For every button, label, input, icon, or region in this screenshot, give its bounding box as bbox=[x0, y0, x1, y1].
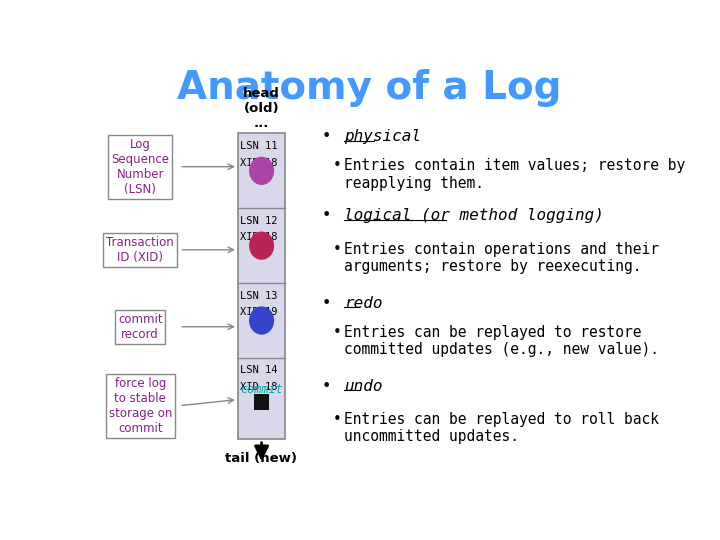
Ellipse shape bbox=[249, 232, 274, 260]
Text: logical (or method logging): logical (or method logging) bbox=[344, 208, 604, 223]
Text: redo: redo bbox=[344, 295, 382, 310]
Text: XID 18: XID 18 bbox=[240, 158, 278, 167]
Text: LSN 13: LSN 13 bbox=[240, 291, 278, 301]
Text: undo: undo bbox=[344, 379, 382, 394]
Text: XID 18: XID 18 bbox=[240, 382, 278, 392]
Text: force log
to stable
storage on
commit: force log to stable storage on commit bbox=[109, 377, 172, 435]
Text: Log
Sequence
Number
(LSN): Log Sequence Number (LSN) bbox=[111, 138, 169, 195]
Text: •: • bbox=[322, 208, 331, 223]
Ellipse shape bbox=[249, 306, 274, 335]
Bar bbox=[253, 394, 269, 410]
Text: •: • bbox=[322, 379, 331, 394]
Text: •: • bbox=[333, 325, 341, 340]
Text: LSN 11: LSN 11 bbox=[240, 141, 278, 151]
Text: Anatomy of a Log: Anatomy of a Log bbox=[176, 69, 562, 107]
Ellipse shape bbox=[249, 157, 274, 185]
Text: •: • bbox=[333, 158, 341, 173]
Text: •: • bbox=[333, 241, 341, 256]
Text: Entries can be replayed to restore
committed updates (e.g., new value).: Entries can be replayed to restore commi… bbox=[344, 325, 659, 357]
Text: •: • bbox=[322, 129, 331, 144]
Text: Entries contain item values; restore by
reapplying them.: Entries contain item values; restore by … bbox=[344, 158, 685, 191]
Text: Entries can be replayed to roll back
uncommitted updates.: Entries can be replayed to roll back unc… bbox=[344, 412, 659, 444]
Text: tail (new): tail (new) bbox=[225, 453, 297, 465]
Text: •: • bbox=[333, 412, 341, 427]
Text: LSN 14: LSN 14 bbox=[240, 366, 278, 375]
Text: commit
record: commit record bbox=[118, 313, 163, 341]
Text: XID 18: XID 18 bbox=[240, 232, 278, 242]
Text: Transaction
ID (XID): Transaction ID (XID) bbox=[107, 236, 174, 264]
Text: XID 19: XID 19 bbox=[240, 307, 278, 317]
Bar bbox=[238, 133, 285, 439]
Text: LSN 12: LSN 12 bbox=[240, 216, 278, 226]
Text: •: • bbox=[322, 295, 331, 310]
Text: head
(old)
...: head (old) ... bbox=[243, 87, 280, 130]
Text: commit: commit bbox=[240, 383, 283, 396]
Text: Entries contain operations and their
arguments; restore by reexecuting.: Entries contain operations and their arg… bbox=[344, 241, 659, 274]
Text: physical: physical bbox=[344, 129, 421, 144]
